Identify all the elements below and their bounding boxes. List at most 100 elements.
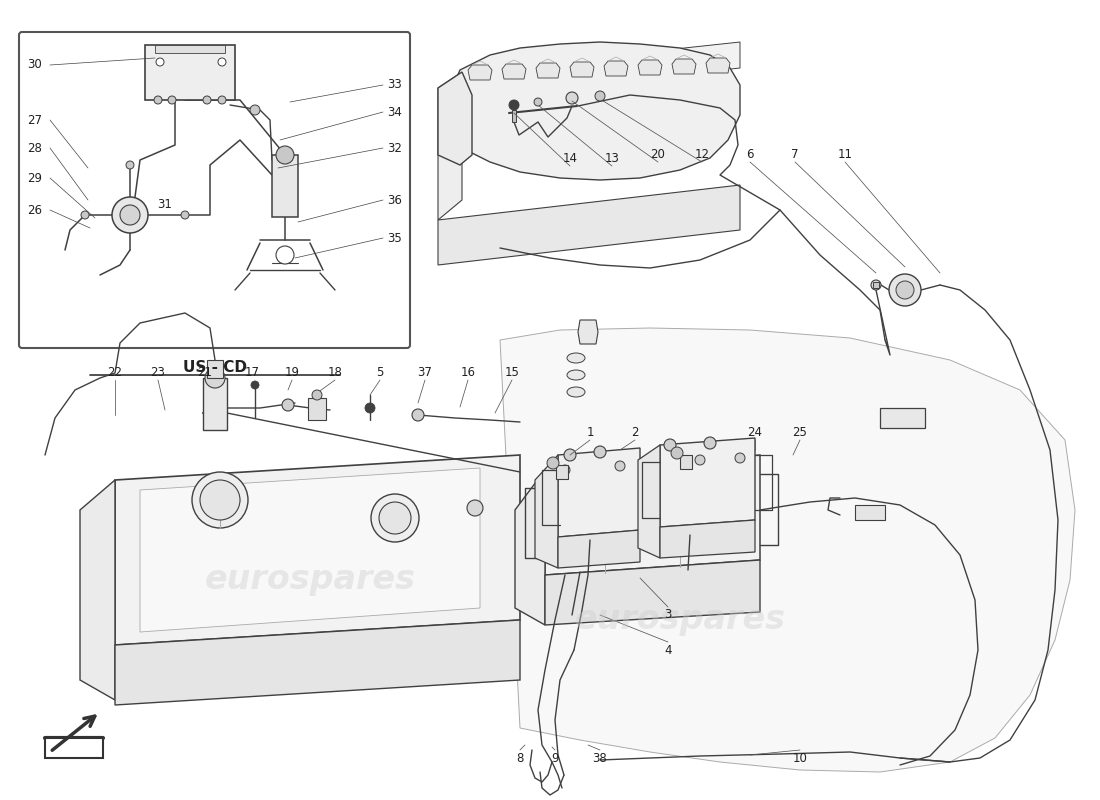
Text: 25: 25 — [793, 426, 807, 438]
Text: 28: 28 — [28, 142, 43, 154]
Text: 5: 5 — [376, 366, 384, 378]
Polygon shape — [558, 448, 640, 537]
Text: 6: 6 — [746, 147, 754, 161]
Text: US - CD: US - CD — [183, 361, 248, 375]
Circle shape — [871, 280, 881, 290]
Bar — [145, 45, 235, 100]
Text: 16: 16 — [461, 366, 475, 378]
Text: 23: 23 — [151, 366, 165, 378]
Circle shape — [112, 197, 148, 233]
Text: 34: 34 — [387, 106, 403, 118]
Polygon shape — [558, 530, 640, 568]
Circle shape — [412, 409, 424, 421]
Polygon shape — [544, 560, 760, 625]
Bar — [680, 455, 692, 469]
Circle shape — [595, 91, 605, 101]
Polygon shape — [578, 320, 598, 344]
Text: 31: 31 — [157, 198, 173, 211]
Polygon shape — [544, 455, 760, 575]
Polygon shape — [570, 62, 594, 77]
Polygon shape — [515, 470, 544, 625]
Circle shape — [251, 381, 258, 389]
Bar — [272, 155, 298, 217]
Text: 4: 4 — [664, 643, 672, 657]
Polygon shape — [535, 455, 558, 568]
Text: 29: 29 — [28, 171, 43, 185]
Circle shape — [468, 500, 483, 516]
Ellipse shape — [566, 387, 585, 397]
Bar — [873, 282, 879, 288]
Bar — [556, 465, 568, 479]
Ellipse shape — [566, 353, 585, 363]
Text: 12: 12 — [694, 147, 710, 161]
Text: 26: 26 — [28, 203, 43, 217]
Circle shape — [154, 96, 162, 104]
Polygon shape — [638, 60, 662, 75]
Polygon shape — [604, 61, 628, 76]
Text: 32: 32 — [387, 142, 403, 154]
Circle shape — [156, 58, 164, 66]
Bar — [512, 110, 516, 122]
Polygon shape — [116, 455, 520, 645]
Circle shape — [547, 457, 559, 469]
Polygon shape — [660, 438, 755, 527]
Text: 19: 19 — [285, 366, 299, 378]
Circle shape — [615, 461, 625, 471]
Circle shape — [276, 146, 294, 164]
Text: 21: 21 — [198, 366, 212, 378]
Circle shape — [695, 455, 705, 465]
Circle shape — [896, 281, 914, 299]
Text: 22: 22 — [108, 366, 122, 378]
Circle shape — [594, 446, 606, 458]
Text: 7: 7 — [791, 147, 799, 161]
Circle shape — [664, 439, 676, 451]
Circle shape — [276, 246, 294, 264]
Bar — [855, 505, 886, 520]
Text: 38: 38 — [593, 751, 607, 765]
Polygon shape — [536, 63, 560, 78]
Text: 8: 8 — [516, 751, 524, 765]
Circle shape — [120, 205, 140, 225]
Polygon shape — [502, 64, 526, 79]
Circle shape — [126, 161, 134, 169]
Circle shape — [81, 211, 89, 219]
Text: 33: 33 — [387, 78, 403, 91]
Bar — [204, 378, 227, 430]
Circle shape — [671, 447, 683, 459]
Text: 14: 14 — [562, 151, 578, 165]
Polygon shape — [446, 42, 740, 180]
Text: 24: 24 — [748, 426, 762, 438]
Circle shape — [282, 399, 294, 411]
Text: 30: 30 — [28, 58, 43, 71]
Text: 13: 13 — [605, 151, 619, 165]
Text: 17: 17 — [244, 366, 260, 378]
Polygon shape — [660, 520, 755, 558]
Circle shape — [564, 449, 576, 461]
Bar — [207, 360, 223, 378]
Bar — [155, 45, 226, 53]
Polygon shape — [706, 58, 730, 73]
Polygon shape — [140, 468, 480, 632]
Circle shape — [218, 96, 226, 104]
Text: 37: 37 — [418, 366, 432, 378]
FancyBboxPatch shape — [19, 32, 410, 348]
Polygon shape — [500, 328, 1075, 772]
Polygon shape — [438, 185, 740, 265]
Bar — [308, 398, 326, 420]
Circle shape — [379, 502, 411, 534]
Circle shape — [204, 96, 211, 104]
Text: 10: 10 — [793, 751, 807, 765]
Polygon shape — [80, 480, 116, 700]
Bar — [45, 738, 103, 758]
Circle shape — [312, 390, 322, 400]
Text: 20: 20 — [650, 147, 666, 161]
Text: 27: 27 — [28, 114, 43, 126]
Circle shape — [200, 480, 240, 520]
Polygon shape — [438, 72, 462, 220]
Circle shape — [534, 98, 542, 106]
Text: 3: 3 — [664, 609, 672, 622]
Text: 36: 36 — [387, 194, 403, 206]
Polygon shape — [672, 59, 696, 74]
Text: 2: 2 — [631, 426, 639, 438]
Text: eurospares: eurospares — [205, 563, 416, 597]
